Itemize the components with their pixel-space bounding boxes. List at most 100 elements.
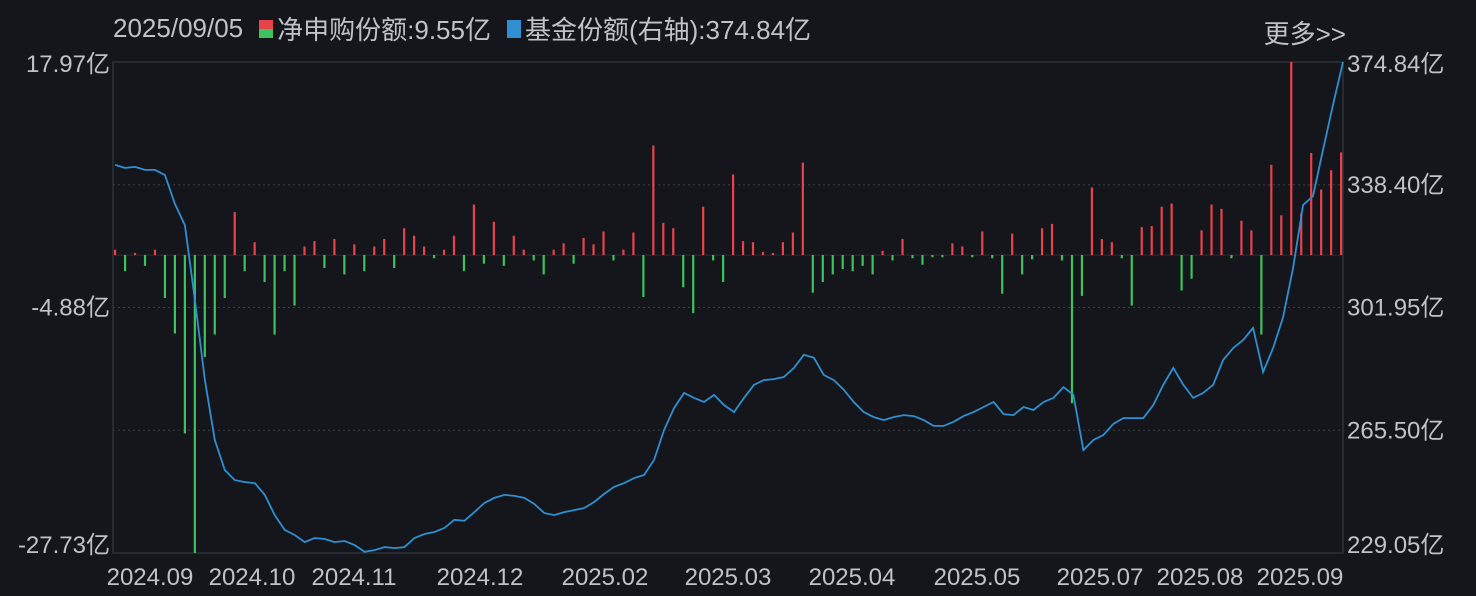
x-axis-tick: 2025.09 bbox=[1257, 564, 1344, 591]
net-subscription-bar bbox=[781, 242, 785, 256]
net-subscription-bar bbox=[1280, 215, 1283, 256]
net-subscription-bar bbox=[821, 255, 824, 282]
net-subscription-bar bbox=[462, 255, 466, 272]
net-subscription-bar bbox=[1150, 226, 1153, 256]
net-subscription-bar bbox=[941, 255, 944, 258]
net-subscription-bar bbox=[582, 237, 585, 256]
net-subscription-bar bbox=[682, 255, 685, 288]
net-subscription-bar bbox=[831, 255, 834, 275]
net-subscription-bar bbox=[323, 255, 326, 268]
net-subscription-bar bbox=[472, 204, 476, 256]
x-axis-tick: 2024.10 bbox=[209, 564, 296, 591]
net-subscription-bar bbox=[901, 238, 904, 256]
net-subscription-bar bbox=[333, 238, 336, 256]
net-subscription-bar bbox=[971, 255, 974, 258]
net-subscription-bar bbox=[442, 249, 446, 256]
x-axis-tick: 2025.07 bbox=[1057, 564, 1144, 591]
net-subscription-bar bbox=[1290, 62, 1293, 256]
net-subscription-bar bbox=[991, 255, 994, 259]
net-subscription-bar bbox=[1060, 255, 1064, 261]
net-subscription-bar bbox=[1300, 213, 1303, 256]
net-subscription-bar bbox=[1050, 223, 1054, 256]
net-subscription-bar bbox=[114, 249, 117, 256]
net-subscription-bar bbox=[223, 255, 226, 299]
net-subscription-bar bbox=[1270, 164, 1273, 256]
net-subscription-bar bbox=[672, 228, 675, 256]
net-subscription-bar bbox=[1140, 227, 1143, 256]
net-subscription-bar bbox=[203, 255, 206, 358]
net-subscription-bar bbox=[303, 246, 306, 256]
net-subscription-bar bbox=[851, 255, 854, 272]
net-subscription-bar bbox=[642, 255, 645, 297]
net-subscription-bar bbox=[1250, 230, 1253, 256]
net-subscription-bar bbox=[492, 221, 495, 256]
fund-share-swatch-icon bbox=[506, 19, 521, 38]
net-subscription-swatch-icon bbox=[259, 19, 274, 38]
net-subscription-bar bbox=[283, 255, 286, 272]
legend-fund-share: 基金份额(右轴):374.84亿 bbox=[524, 15, 812, 45]
net-subscription-bar bbox=[722, 255, 725, 282]
net-subscription-bar bbox=[741, 241, 745, 256]
net-subscription-bar bbox=[413, 235, 416, 256]
net-subscription-bar bbox=[432, 255, 436, 259]
net-subscription-bar bbox=[173, 255, 177, 334]
net-subscription-bar bbox=[163, 255, 167, 299]
net-subscription-bar bbox=[1120, 255, 1123, 259]
net-subscription-bar bbox=[1220, 208, 1223, 256]
net-subscription-bar bbox=[1320, 189, 1323, 256]
net-subscription-bar bbox=[263, 255, 266, 282]
net-subscription-bar bbox=[562, 243, 565, 256]
net-subscription-bar bbox=[761, 251, 765, 256]
net-subscription-bar bbox=[602, 231, 605, 256]
net-subscription-bar bbox=[353, 244, 356, 256]
x-axis-tick: 2024.11 bbox=[312, 564, 397, 591]
net-subscription-bar bbox=[791, 232, 794, 256]
net-subscription-bar bbox=[522, 249, 525, 256]
net-subscription-bar bbox=[1001, 255, 1004, 294]
right-axis-tick: 265.50亿 bbox=[1347, 417, 1444, 444]
net-subscription-bar bbox=[153, 249, 157, 256]
fund-share-line bbox=[114, 61, 1344, 553]
net-subscription-bar bbox=[612, 255, 615, 261]
net-subscription-bar bbox=[502, 255, 505, 266]
net-subscription-bar bbox=[383, 238, 386, 256]
net-subscription-bar bbox=[532, 255, 535, 261]
right-axis-tick: 338.40亿 bbox=[1347, 172, 1444, 199]
net-subscription-bar bbox=[712, 255, 715, 261]
net-subscription-bar bbox=[482, 255, 485, 264]
left-axis-tick: 17.97亿 bbox=[26, 51, 110, 78]
net-subscription-bar bbox=[1210, 204, 1213, 256]
net-subscription-bar bbox=[632, 232, 635, 256]
net-subscription-bar bbox=[363, 255, 366, 272]
chart-legend: 2025/09/05 净申购份额:9.55亿 基金份额(右轴):374.84亿 bbox=[113, 10, 811, 47]
x-axis-tick: 2025.02 bbox=[562, 564, 649, 591]
net-subscription-bar bbox=[1070, 255, 1074, 404]
x-axis-tick: 2025.04 bbox=[809, 564, 896, 591]
net-subscription-bar bbox=[652, 145, 655, 256]
net-subscription-bar bbox=[123, 255, 127, 272]
net-subscription-bar bbox=[891, 255, 894, 261]
net-subscription-bar bbox=[771, 252, 775, 256]
net-subscription-bar bbox=[542, 255, 545, 275]
net-subscription-bar bbox=[921, 255, 924, 265]
net-subscription-bar bbox=[692, 255, 695, 314]
net-subscription-bar bbox=[233, 212, 236, 256]
x-axis-tick: 2025.05 bbox=[934, 564, 1021, 591]
net-subscription-bar bbox=[911, 255, 914, 259]
net-subscription-bar bbox=[1260, 255, 1263, 335]
net-subscription-bar bbox=[1230, 255, 1233, 259]
net-subscription-bar bbox=[622, 249, 625, 256]
net-subscription-bar bbox=[403, 228, 406, 256]
net-subscription-bar bbox=[1160, 206, 1163, 256]
net-subscription-bar bbox=[1090, 187, 1094, 256]
net-subscription-bar bbox=[452, 235, 456, 256]
net-subscription-bar bbox=[313, 241, 316, 256]
net-subscription-bar bbox=[213, 255, 216, 335]
net-subscription-bar bbox=[1031, 255, 1034, 260]
net-subscription-bar bbox=[393, 255, 396, 268]
net-subscription-bar bbox=[512, 235, 515, 256]
net-subscription-bar bbox=[422, 246, 426, 256]
net-subscription-bar bbox=[981, 231, 984, 256]
more-link[interactable]: 更多>> bbox=[1263, 19, 1346, 49]
